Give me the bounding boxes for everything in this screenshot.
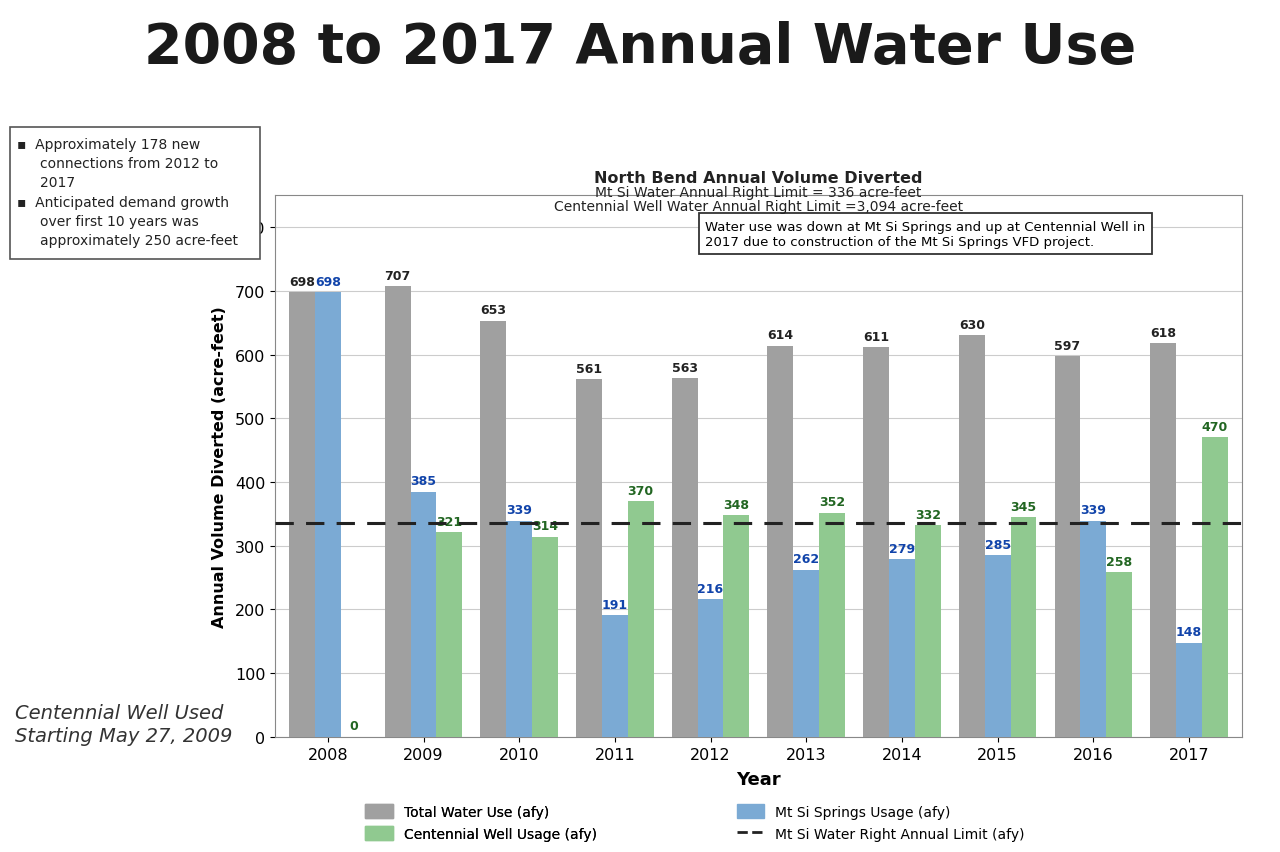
Bar — [794, 570, 819, 737]
Text: over first 10 years was: over first 10 years was — [40, 215, 198, 228]
Text: 561: 561 — [576, 362, 602, 376]
Text: 2017: 2017 — [40, 176, 74, 189]
Text: Centennial Well Water Annual Right Limit =3,094 acre-feet: Centennial Well Water Annual Right Limit… — [554, 200, 963, 214]
Text: ▪  Approximately 178 new: ▪ Approximately 178 new — [17, 138, 200, 152]
Y-axis label: Annual Volume Diverted (acre-feet): Annual Volume Diverted (acre-feet) — [211, 306, 227, 627]
Bar — [289, 293, 315, 737]
Text: Mt Si Water Annual Right Limit = 336 acre-feet: Mt Si Water Annual Right Limit = 336 acr… — [595, 186, 922, 199]
Text: 698: 698 — [289, 275, 315, 288]
Bar — [1151, 343, 1176, 737]
Text: 563: 563 — [672, 361, 698, 374]
Text: Centennial Well Used: Centennial Well Used — [15, 703, 224, 722]
Text: 339: 339 — [1080, 504, 1106, 517]
Bar — [480, 321, 507, 737]
Text: 339: 339 — [507, 504, 532, 517]
Text: 348: 348 — [723, 498, 749, 511]
Text: Water use was down at Mt Si Springs and up at Centennial Well in
2017 due to con: Water use was down at Mt Si Springs and … — [705, 221, 1146, 248]
Text: 191: 191 — [602, 598, 628, 611]
Text: 258: 258 — [1106, 556, 1133, 568]
Text: 332: 332 — [915, 509, 941, 521]
Bar — [436, 532, 462, 737]
Text: 279: 279 — [888, 542, 915, 555]
Text: 618: 618 — [1151, 326, 1176, 339]
Text: North Bend Annual Volume Diverted: North Bend Annual Volume Diverted — [594, 170, 923, 186]
Text: ▪  Anticipated demand growth: ▪ Anticipated demand growth — [17, 196, 229, 210]
Bar — [627, 502, 654, 737]
Text: 370: 370 — [627, 484, 654, 497]
Text: 352: 352 — [819, 496, 845, 509]
Bar — [411, 492, 436, 737]
Text: 698: 698 — [315, 275, 340, 288]
Text: approximately 250 acre-feet: approximately 250 acre-feet — [40, 233, 238, 247]
Text: 2008 to 2017 Annual Water Use: 2008 to 2017 Annual Water Use — [143, 21, 1137, 75]
Text: 653: 653 — [480, 304, 507, 317]
Text: Starting May 27, 2009: Starting May 27, 2009 — [15, 726, 233, 745]
Bar — [768, 346, 794, 737]
Legend: Mt Si Springs Usage (afy), Mt Si Water Right Annual Limit (afy): Mt Si Springs Usage (afy), Mt Si Water R… — [736, 804, 1025, 841]
Bar — [1080, 521, 1106, 737]
Text: 314: 314 — [532, 520, 558, 532]
Text: 611: 611 — [863, 331, 890, 343]
Bar — [1202, 438, 1228, 737]
Text: 345: 345 — [1010, 500, 1037, 513]
Bar — [1055, 357, 1080, 737]
Text: 385: 385 — [411, 475, 436, 487]
Bar — [576, 380, 602, 737]
Bar — [863, 348, 890, 737]
Text: 262: 262 — [794, 553, 819, 566]
Text: 470: 470 — [1202, 420, 1228, 434]
Text: 630: 630 — [959, 319, 984, 331]
Bar — [1010, 517, 1037, 737]
Bar — [723, 515, 749, 737]
Bar — [532, 537, 558, 737]
Bar — [698, 600, 723, 737]
Text: 0: 0 — [349, 720, 358, 733]
Text: 597: 597 — [1055, 340, 1080, 353]
Bar — [507, 521, 532, 737]
Bar — [1176, 642, 1202, 737]
Text: 216: 216 — [698, 582, 723, 595]
Bar — [385, 287, 411, 737]
X-axis label: Year: Year — [736, 770, 781, 788]
Bar — [959, 336, 984, 737]
Bar — [890, 560, 915, 737]
Text: 148: 148 — [1176, 625, 1202, 638]
Bar — [672, 378, 698, 737]
Text: 321: 321 — [436, 515, 462, 528]
Text: connections from 2012 to: connections from 2012 to — [40, 157, 218, 170]
Text: 285: 285 — [984, 538, 1011, 551]
Bar — [315, 293, 340, 737]
Bar — [819, 513, 845, 737]
Text: 707: 707 — [384, 269, 411, 283]
Bar — [984, 556, 1010, 737]
Legend: Total Water Use (afy), Centennial Well Usage (afy): Total Water Use (afy), Centennial Well U… — [365, 804, 598, 841]
Bar — [915, 526, 941, 737]
Bar — [602, 615, 627, 737]
Text: 614: 614 — [767, 329, 794, 342]
Bar — [1106, 573, 1132, 737]
